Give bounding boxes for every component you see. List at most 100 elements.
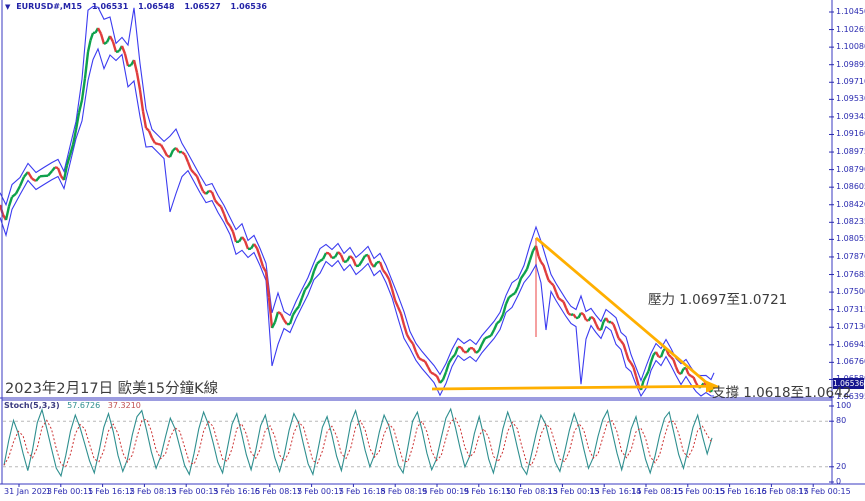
candle-segment — [321, 252, 328, 260]
stoch-scale-label: 100 — [836, 401, 852, 410]
candle-segment — [426, 366, 433, 374]
candle-segment — [343, 260, 348, 264]
candle-segment — [534, 245, 540, 257]
candle-segment — [570, 313, 574, 317]
candle-segment — [550, 282, 555, 287]
candle-segment — [475, 349, 480, 354]
candle-segment — [319, 258, 324, 262]
candle-segment — [620, 340, 625, 346]
candle-segment — [147, 130, 154, 139]
candle-segment — [14, 185, 22, 195]
price-axis-label: 1.09345 — [836, 111, 865, 121]
candle-segment — [83, 51, 90, 79]
candle-segment — [585, 318, 589, 322]
candle-segment — [667, 353, 672, 358]
stoch-signal-line — [3, 417, 713, 468]
candle-segment — [62, 165, 69, 181]
price-axis-label: 1.10265 — [836, 24, 865, 34]
candle-segment — [492, 322, 499, 331]
chevron-down-icon[interactable]: ▼ — [5, 3, 11, 11]
candle-segment — [183, 154, 190, 163]
candle-segment — [634, 375, 640, 386]
candle-segment — [587, 316, 592, 322]
candle-segment — [439, 378, 444, 384]
candle-segment — [580, 311, 585, 316]
time-axis-label: 10 Feb 08:15 — [505, 487, 559, 496]
stoch-main-line — [3, 407, 713, 478]
candle-segment — [26, 171, 34, 180]
current-price-badge: 1.06536 — [833, 378, 864, 390]
candle-segment — [409, 339, 414, 345]
candle-segment — [111, 41, 118, 53]
candle-segment — [138, 89, 145, 112]
candle-segment — [127, 64, 132, 68]
candle-segment — [433, 373, 438, 378]
candle-segment — [295, 305, 300, 311]
time-axis-label: 2 Feb 08:15 — [129, 487, 177, 496]
candle-segment — [297, 297, 304, 307]
candle-segment — [360, 255, 367, 262]
candle-segment — [7, 196, 14, 207]
candle-segment — [89, 32, 95, 41]
candle-segment — [516, 277, 523, 288]
candle-segment — [378, 261, 385, 271]
time-axis-label: 7 Feb 16:15 — [338, 487, 386, 496]
candle-segment — [258, 256, 265, 268]
candle-segment — [390, 288, 397, 301]
horizontal-support-line — [431, 384, 711, 391]
time-axis-label: 1 Feb 16:15 — [87, 487, 135, 496]
candle-segment — [331, 256, 336, 260]
candle-segment — [253, 243, 258, 249]
candle-segment — [684, 367, 690, 375]
time-axis-label: 9 Feb 16:15 — [463, 487, 512, 496]
candle-segment — [387, 278, 394, 290]
candle-segment — [672, 359, 678, 368]
candle-segment — [405, 334, 412, 341]
candle-segment — [562, 301, 568, 309]
candle-segment — [264, 271, 271, 298]
candle-segment — [674, 366, 680, 374]
candle-segment — [357, 260, 364, 267]
annotation-resistance[interactable]: 壓力 1.0697至1.0721 — [648, 292, 788, 308]
candle-segment — [453, 346, 460, 356]
ohlc-close: 1.06536 — [230, 2, 267, 11]
candle-segment — [4, 206, 11, 221]
candle-segment — [537, 255, 543, 263]
candle-segment — [159, 144, 166, 151]
time-axis-label: 1 Feb 00:15 — [45, 487, 94, 496]
candle-segment — [339, 254, 346, 263]
time-axis-label: 15 Feb 00:15 — [672, 487, 726, 496]
candle-segment — [644, 370, 650, 377]
candle-segment — [241, 236, 246, 242]
price-axis-label: 1.07500 — [836, 287, 865, 297]
candle-segment — [255, 247, 262, 258]
candle-segment — [632, 366, 638, 377]
time-axis-label: 3 Feb 16:15 — [213, 487, 261, 496]
candle-segment — [300, 289, 307, 299]
candle-segment — [647, 361, 653, 372]
candle-segment — [496, 319, 501, 325]
candle-segment — [557, 297, 562, 301]
price-axis-label: 1.08975 — [836, 147, 865, 157]
candle-segment — [132, 59, 139, 74]
candle-segment — [393, 299, 400, 308]
candle-segment — [181, 151, 186, 156]
candle-segment — [47, 170, 53, 177]
candle-segment — [511, 292, 516, 297]
candle-segment — [560, 298, 565, 303]
candle-segment — [351, 258, 358, 267]
candle-segment — [279, 313, 286, 321]
candle-segment — [489, 329, 496, 337]
annotation-date-note[interactable]: 2023年2月17日 歐美15分鐘K線 — [5, 381, 219, 397]
candle-segment — [451, 353, 456, 359]
candle-segment — [103, 41, 108, 46]
candle-segment — [554, 291, 560, 299]
candle-segment — [614, 330, 620, 339]
candle-segment — [414, 351, 421, 359]
candle-segment — [513, 286, 520, 294]
stoch-scale-label: 80 — [836, 416, 847, 426]
candle-segment — [484, 335, 489, 340]
annotation-support[interactable]: 支撐 1.0618至1.0642 — [712, 385, 852, 401]
